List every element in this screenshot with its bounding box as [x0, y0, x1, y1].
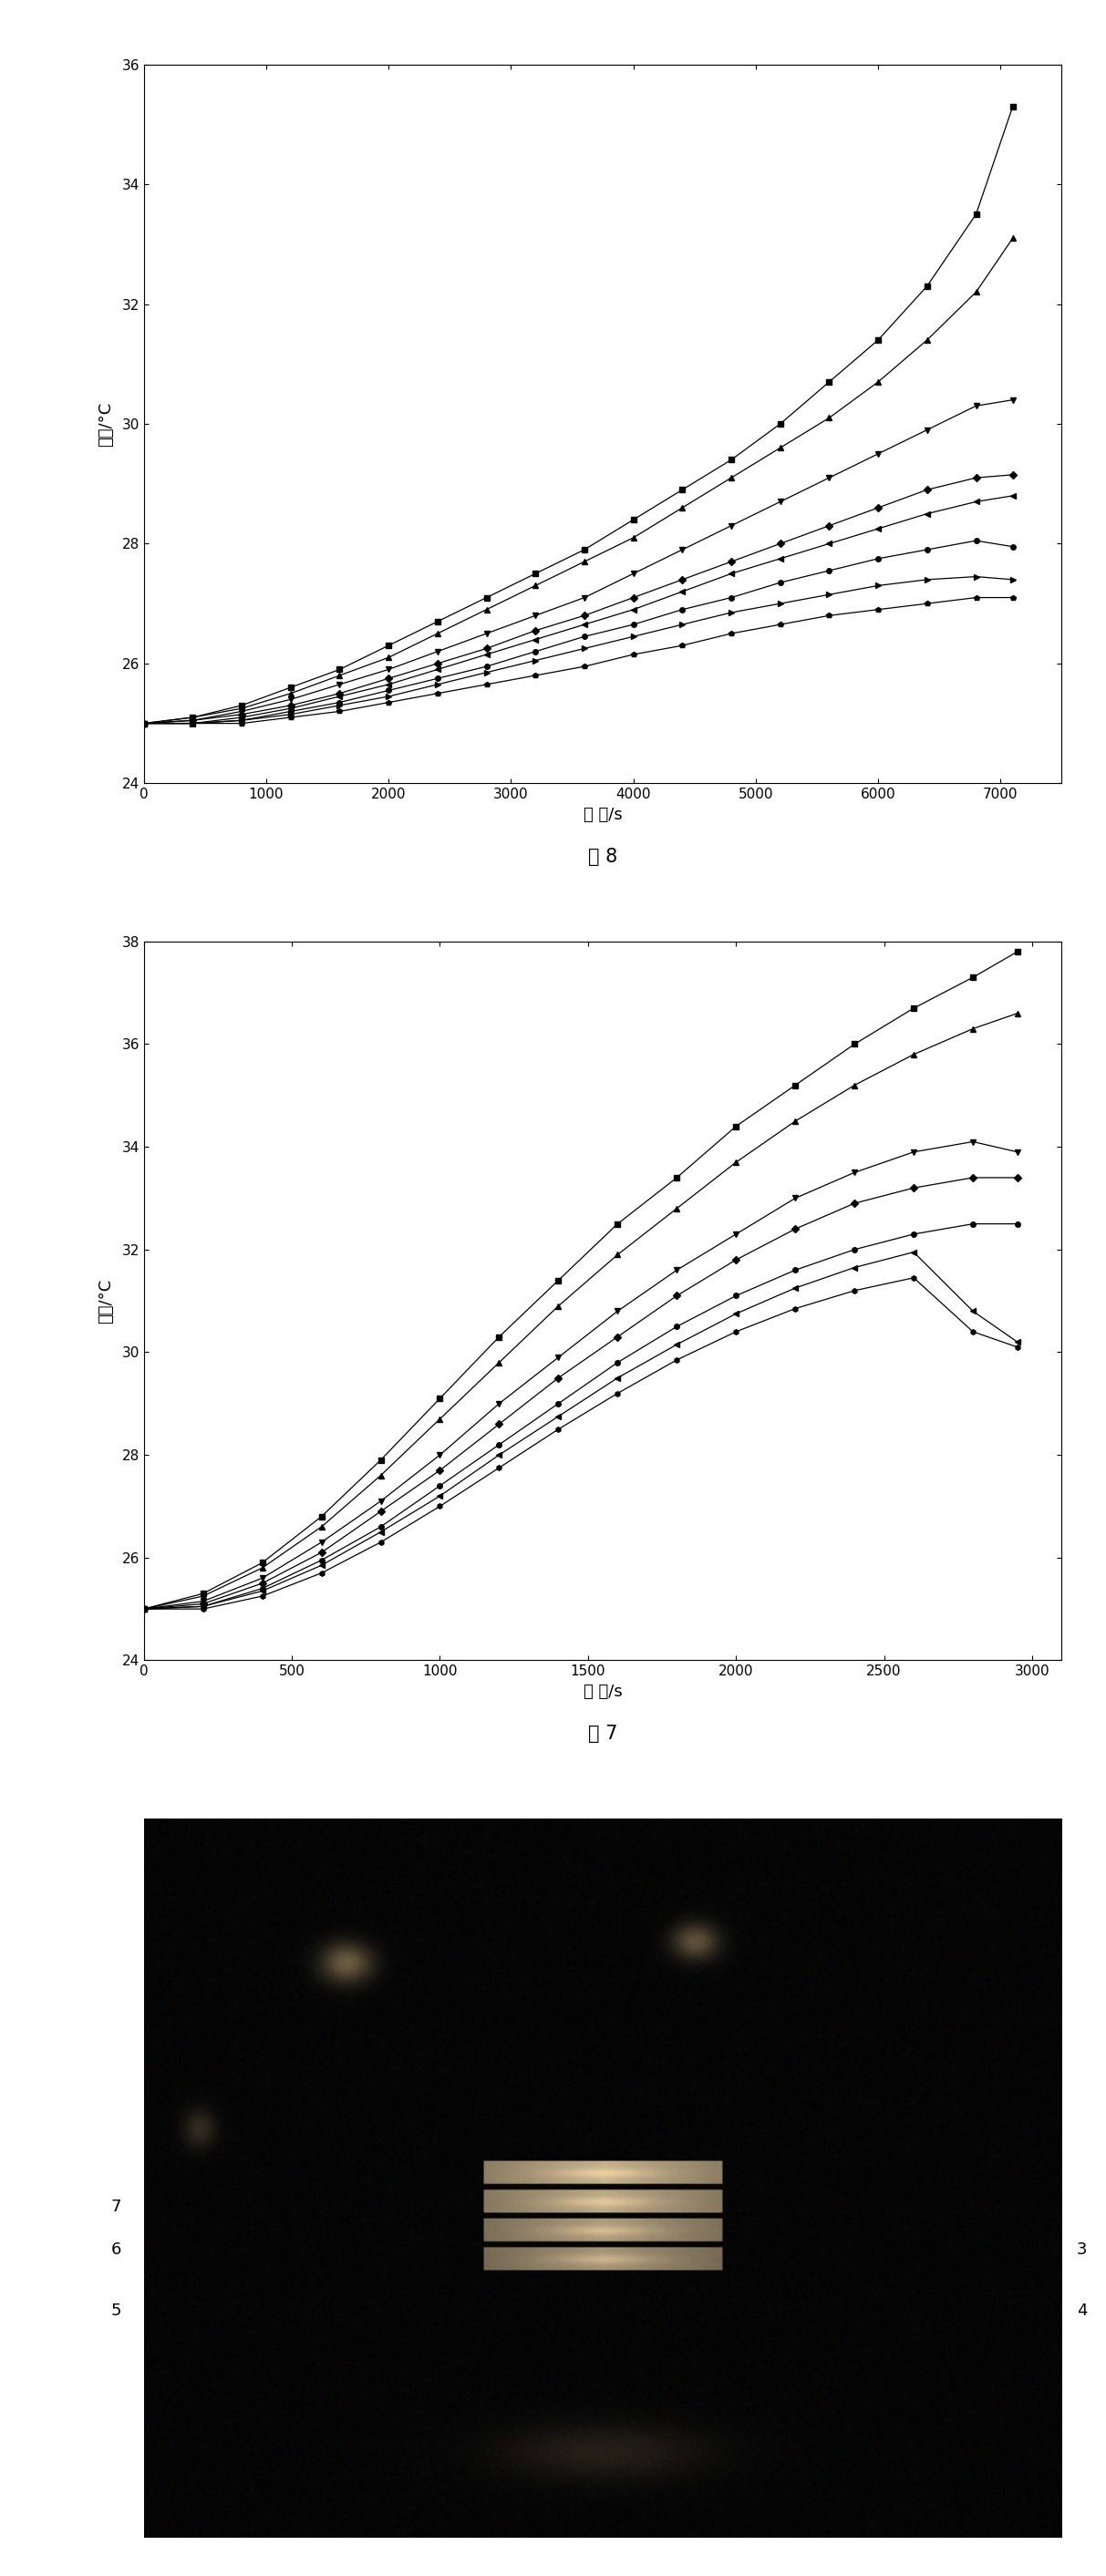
- Text: 6: 6: [111, 2241, 122, 2259]
- X-axis label: 时 间/s: 时 间/s: [583, 806, 623, 822]
- X-axis label: 时 间/s: 时 间/s: [583, 1685, 623, 1700]
- Text: 图 8: 图 8: [588, 848, 617, 866]
- Text: 7: 7: [111, 2197, 122, 2215]
- Text: 4: 4: [1076, 2303, 1087, 2318]
- Y-axis label: 温度/°C: 温度/°C: [97, 1278, 114, 1324]
- Text: 5: 5: [111, 2303, 122, 2318]
- Y-axis label: 温度/°C: 温度/°C: [97, 402, 114, 446]
- Text: 3: 3: [1076, 2241, 1087, 2259]
- Text: 图 7: 图 7: [588, 1726, 617, 1744]
